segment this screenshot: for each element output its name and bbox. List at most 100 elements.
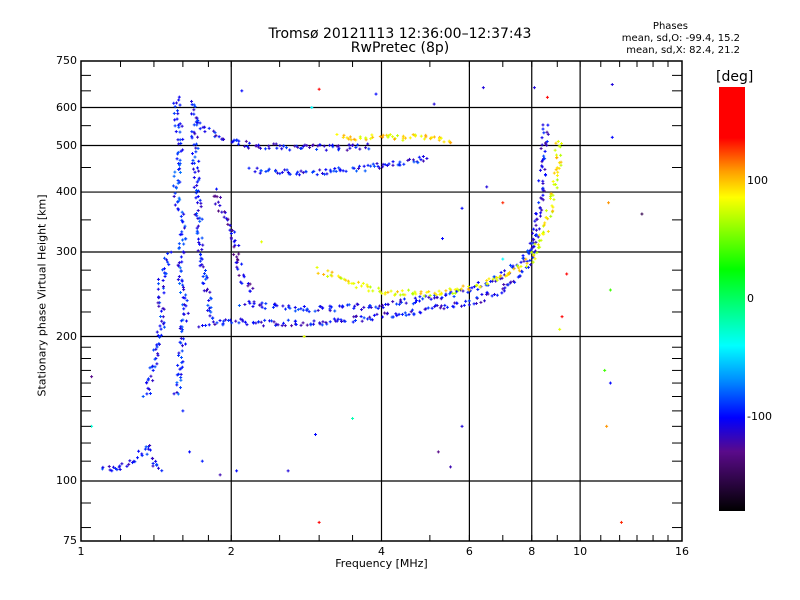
trace-point <box>341 135 345 139</box>
point-v <box>247 282 249 286</box>
trace-point <box>302 305 306 309</box>
point-v <box>318 87 320 91</box>
point-v <box>486 185 488 189</box>
trace-point <box>371 289 375 293</box>
trace-point <box>513 280 517 284</box>
trace-point <box>461 284 465 288</box>
trace-point <box>528 249 532 253</box>
trace-point <box>156 282 160 286</box>
x-tick-label: 1 <box>77 545 85 558</box>
point-v <box>433 135 435 139</box>
trace-point <box>280 170 284 174</box>
point-v <box>196 184 198 188</box>
point-v <box>241 262 243 266</box>
trace-point <box>352 306 356 310</box>
trace-point <box>346 279 350 283</box>
trace-point <box>207 299 211 303</box>
trace-point <box>366 163 370 167</box>
trace-point <box>350 281 354 285</box>
point-v <box>275 142 277 146</box>
trace-point <box>398 160 402 164</box>
point-v <box>325 320 327 324</box>
point-v <box>434 293 436 297</box>
point-v <box>414 134 416 138</box>
point-v <box>428 290 430 294</box>
trace-point <box>154 356 158 360</box>
point-v <box>238 303 240 307</box>
point-v <box>300 307 302 311</box>
point-v <box>284 324 286 328</box>
trace-point <box>213 202 217 206</box>
point-v <box>147 377 149 381</box>
point-v <box>156 330 158 334</box>
trace-point <box>498 275 502 279</box>
trace-point <box>257 303 261 307</box>
trace-point <box>232 253 236 257</box>
trace-point <box>558 145 562 149</box>
point-v <box>538 239 540 243</box>
trace-point <box>550 204 554 208</box>
point-v <box>540 238 542 242</box>
point-v <box>149 443 151 447</box>
point-v <box>158 342 160 346</box>
trace-point <box>183 296 187 300</box>
trace-point <box>485 282 489 286</box>
point-v <box>361 319 363 323</box>
point-v <box>182 220 184 224</box>
point-v <box>304 143 306 147</box>
point-v <box>192 158 194 162</box>
point-v <box>166 258 168 262</box>
trace-point <box>161 322 165 326</box>
point-v <box>252 305 254 309</box>
point-v <box>230 232 232 236</box>
trace-point <box>372 164 376 168</box>
point-v <box>294 305 296 309</box>
point-v <box>181 328 183 332</box>
trace-point <box>541 127 545 131</box>
trace-point <box>310 170 314 174</box>
trace-point <box>364 146 368 150</box>
point-v <box>534 219 536 223</box>
trace-point <box>251 320 255 324</box>
trace-point <box>407 313 411 317</box>
point-v <box>552 193 554 197</box>
trace-point <box>357 167 361 171</box>
point-v <box>392 160 394 164</box>
point-v <box>302 171 304 175</box>
trace-point <box>347 143 351 147</box>
trace-point <box>184 304 188 308</box>
point-v <box>193 103 195 107</box>
point-v <box>174 170 176 174</box>
trace-point <box>174 186 178 190</box>
trace-point <box>100 467 104 471</box>
point-v <box>534 242 536 246</box>
trace-point <box>369 137 373 141</box>
trace-point <box>307 310 311 314</box>
point-v <box>553 198 555 202</box>
trace-point <box>540 232 544 236</box>
point-v <box>200 201 202 205</box>
trace-point <box>455 301 459 305</box>
point-v <box>286 168 288 172</box>
trace-point <box>191 158 195 162</box>
trace-point <box>486 292 490 296</box>
trace-point <box>145 452 149 456</box>
trace-point <box>146 386 150 390</box>
trace-point <box>263 147 267 151</box>
trace-point <box>205 276 209 280</box>
trace-point <box>509 280 513 284</box>
point-v <box>370 137 372 141</box>
trace-point <box>417 155 421 159</box>
trace-point <box>151 368 155 372</box>
trace-point <box>347 303 351 307</box>
point-v <box>355 286 357 290</box>
point-v <box>303 335 305 339</box>
trace-point <box>178 198 182 202</box>
scatter-point <box>501 201 505 205</box>
trace-point <box>544 141 548 145</box>
point-v <box>182 318 184 322</box>
trace-point <box>159 315 163 319</box>
trace-point <box>543 173 547 177</box>
trace-point <box>383 163 387 167</box>
trace-point <box>312 169 316 173</box>
